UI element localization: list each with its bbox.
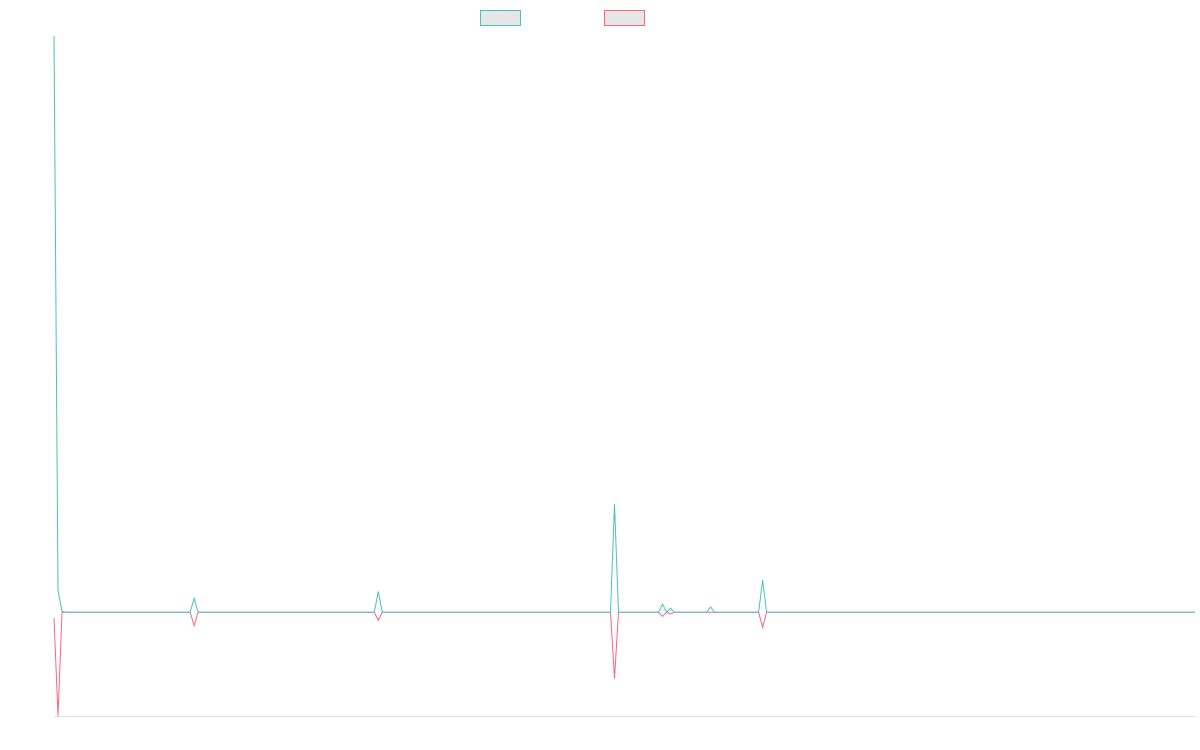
line-series (53, 611, 1195, 717)
line-series (53, 35, 1195, 614)
legend-swatch (480, 10, 521, 26)
legend-swatch (604, 10, 645, 26)
